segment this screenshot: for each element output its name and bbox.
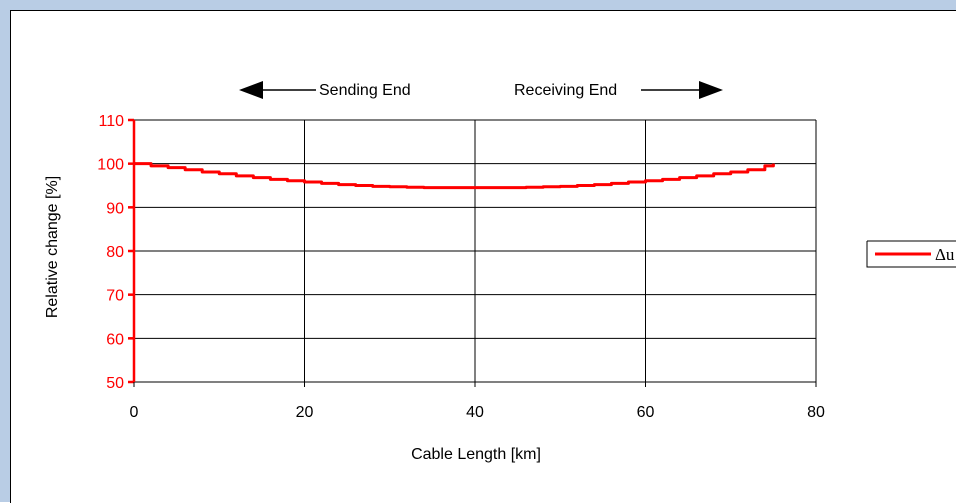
axes [128,118,817,387]
line-chart: 50 60 70 80 90 100 110 0 20 40 60 80 Sending End Re… [44,81,956,463]
x-tick-label: 80 [807,404,825,421]
legend-label: Δu [935,245,955,264]
sending-end-arrow-head [239,81,263,99]
receiving-end-arrow-head [699,81,723,99]
legend: Δu [866,240,956,268]
sending-end-annotation: Sending End [239,81,411,99]
x-tick-label: 0 [130,404,139,421]
y-tick-label: 70 [106,288,124,305]
y-tick-label: 90 [106,200,124,217]
x-tick-label: 40 [466,404,484,421]
y-tick-label: 80 [106,244,124,261]
receiving-end-label: Receiving End [514,82,617,99]
series-line-delta-u [134,162,775,190]
y-tick-label: 100 [97,157,124,174]
y-tick-label: 60 [106,331,124,348]
chart-area: 50 60 70 80 90 100 110 0 20 40 60 80 Sending End Re… [10,10,956,503]
receiving-end-annotation: Receiving End [514,81,723,99]
x-axis-title: Cable Length [km] [411,446,541,463]
y-tick-label: 110 [98,113,124,130]
x-tick-label: 20 [296,404,314,421]
y-tick-label: 50 [106,375,124,392]
tick-labels: 50 60 70 80 90 100 110 0 20 40 60 80 [97,113,825,421]
gridlines [134,119,817,382]
y-axis-title: Relative change [%] [44,176,61,318]
sending-end-label: Sending End [319,82,411,99]
x-tick-label: 60 [637,404,655,421]
series-layer [134,162,775,190]
